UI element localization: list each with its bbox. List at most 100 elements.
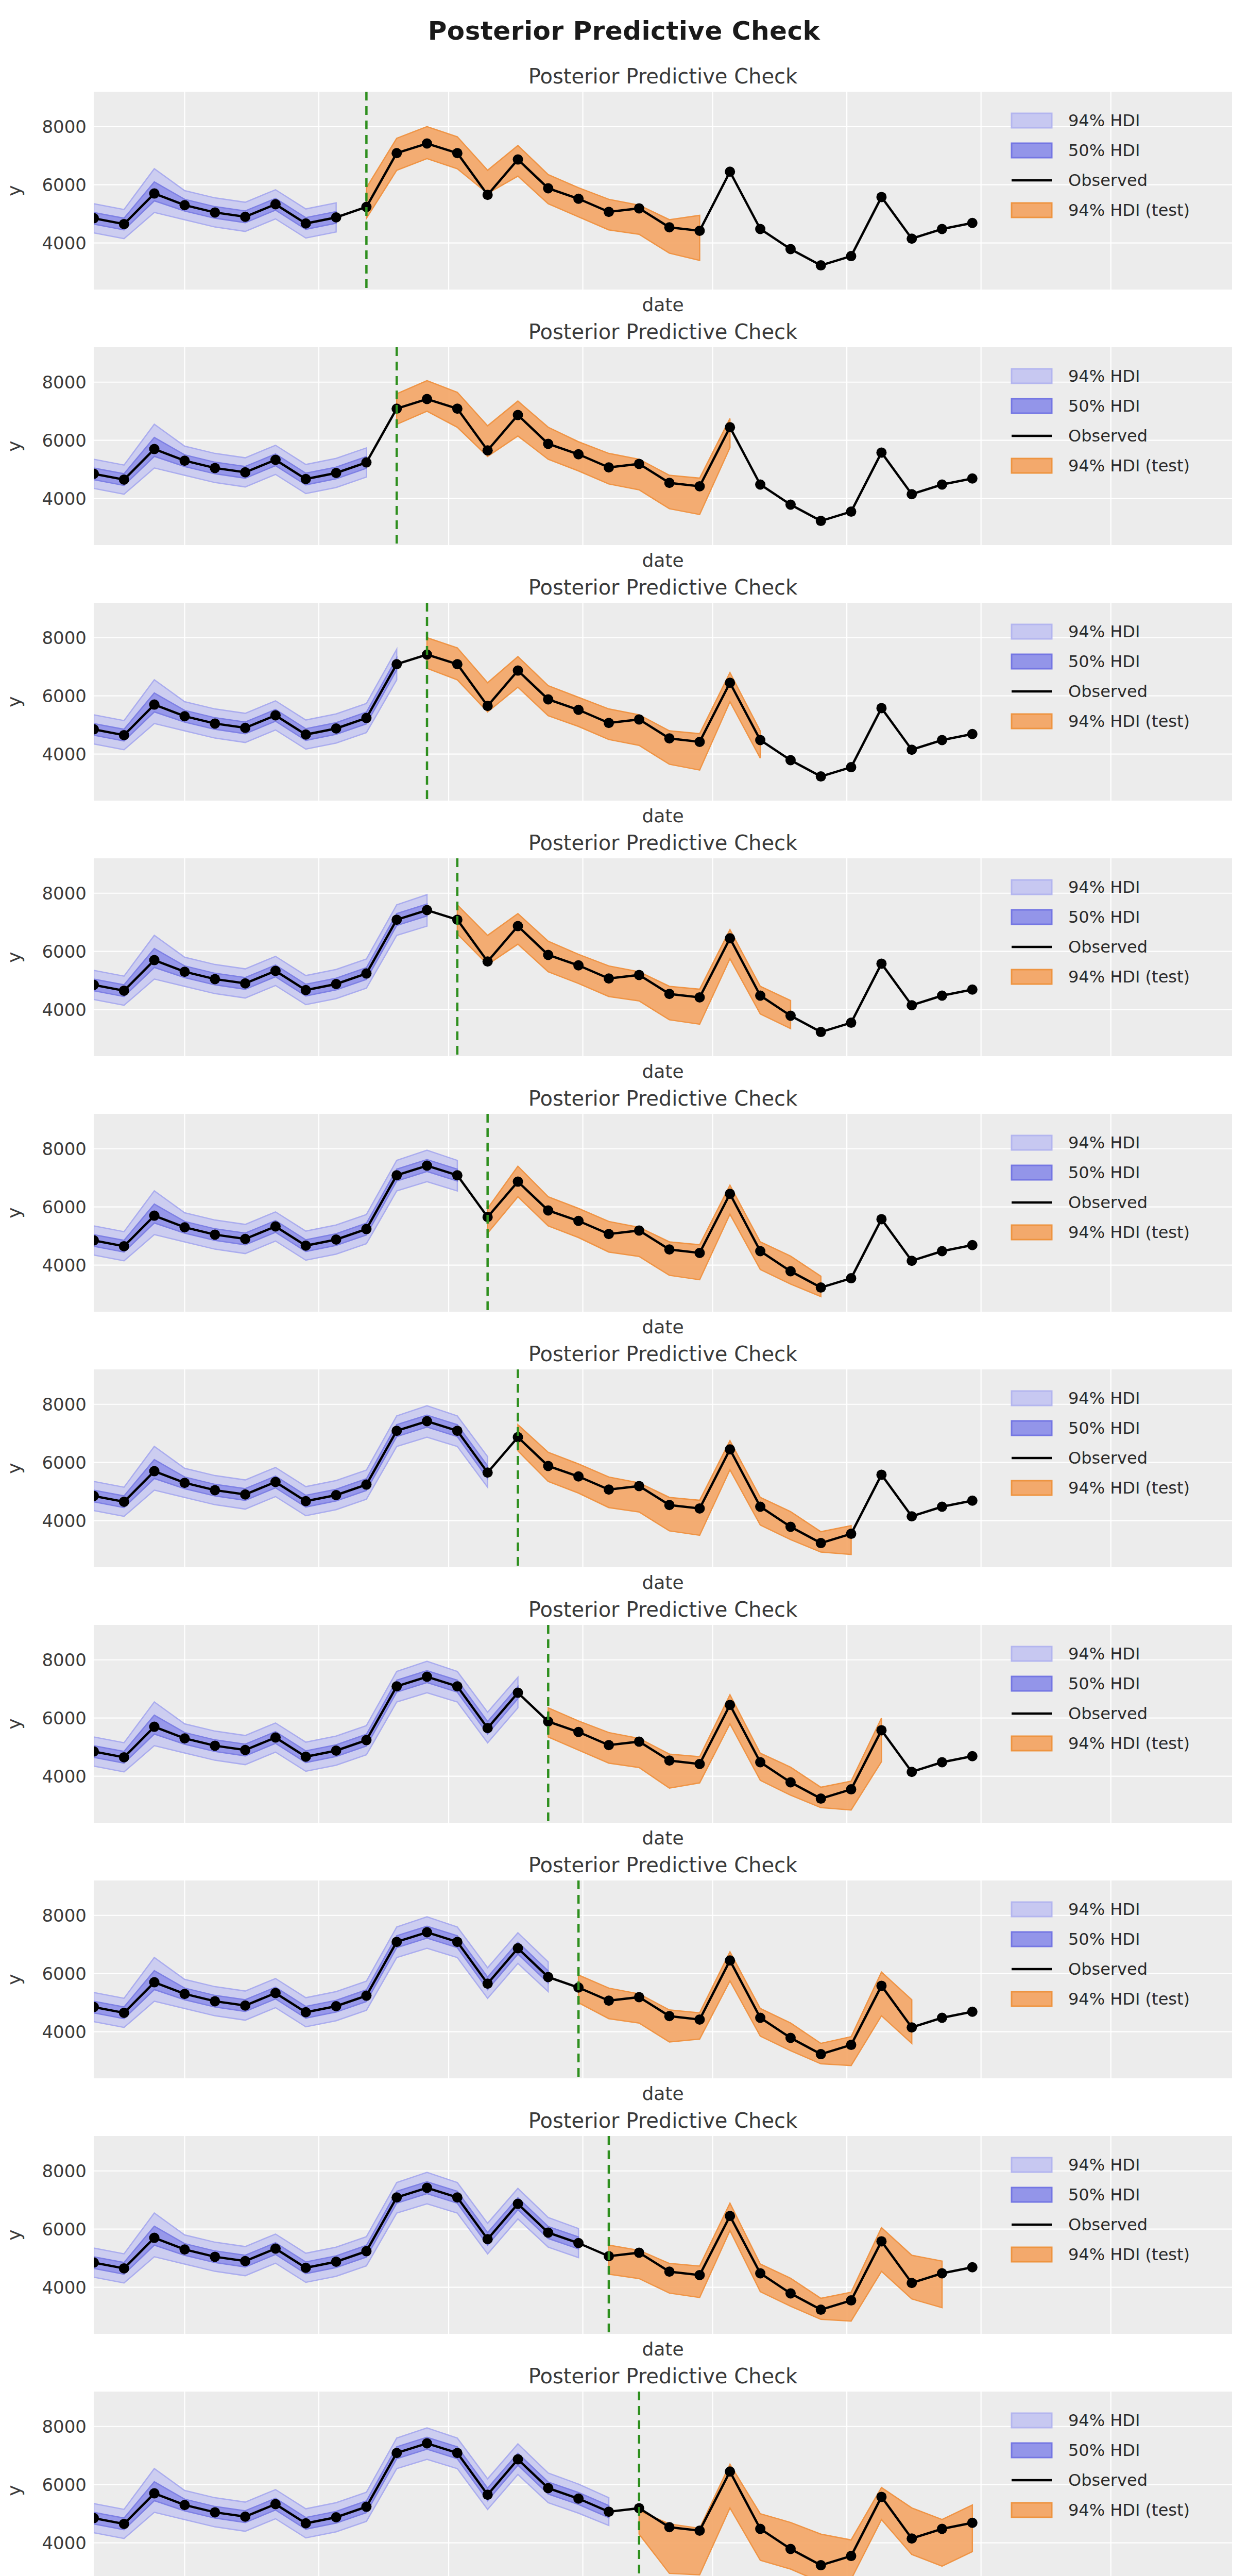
observed-point <box>816 2049 826 2059</box>
observed-point <box>240 1745 250 1755</box>
legend-swatch-0 <box>1012 1136 1052 1150</box>
observed-point <box>967 2518 978 2528</box>
legend-swatch-1 <box>1012 910 1052 924</box>
legend-swatch-3 <box>1012 970 1052 984</box>
observed-point <box>543 2228 553 2238</box>
legend-swatch-1 <box>1012 143 1052 158</box>
legend-swatch-3 <box>1012 2247 1052 2262</box>
subplot-stack: Posterior Predictive Check400060008000y9… <box>0 62 1248 2576</box>
observed-point <box>391 1937 402 1947</box>
observed-point <box>725 2211 735 2221</box>
observed-point <box>573 1471 584 1482</box>
plot-background <box>94 347 1232 545</box>
observed-point <box>331 2257 341 2267</box>
observed-point <box>937 1246 947 1257</box>
observed-point <box>785 2289 796 2299</box>
observed-point <box>270 455 281 465</box>
legend-label-0: 94% HDI <box>1068 1133 1140 1153</box>
observed-point <box>907 233 917 244</box>
observed-point <box>907 2533 917 2544</box>
observed-point <box>785 1522 796 1532</box>
plot-canvas: 400060008000y94% HDI50% HDIObserved94% H… <box>0 345 1248 547</box>
legend-swatch-3 <box>1012 1481 1052 1495</box>
observed-point <box>391 1681 402 1691</box>
observed-point <box>483 2489 493 2500</box>
legend-swatch-3 <box>1012 714 1052 728</box>
observed-point <box>816 2304 826 2315</box>
subplot-10: Posterior Predictive Check400060008000y2… <box>0 2362 1248 2576</box>
observed-point <box>119 219 129 229</box>
observed-point <box>634 2247 644 2258</box>
observed-point <box>846 2040 857 2050</box>
observed-point <box>543 1972 553 1982</box>
observed-point <box>816 260 826 270</box>
observed-point <box>119 474 129 485</box>
observed-point <box>634 1736 644 1747</box>
observed-point <box>270 2499 281 2510</box>
y-axis-label: y <box>4 1974 25 1985</box>
subplot-7: Posterior Predictive Check400060008000y9… <box>0 1595 1248 1851</box>
observed-point <box>634 714 644 724</box>
observed-point <box>937 2524 947 2534</box>
legend-label-2: Observed <box>1068 1704 1148 1723</box>
observed-point <box>270 199 281 210</box>
observed-point <box>180 1478 190 1488</box>
observed-point <box>89 1747 99 1757</box>
observed-point <box>664 478 675 488</box>
observed-point <box>301 730 311 740</box>
legend-label-1: 50% HDI <box>1068 141 1140 160</box>
observed-point <box>755 1246 765 1257</box>
subplot-title: Posterior Predictive Check <box>94 573 1232 601</box>
observed-point <box>634 1481 644 1491</box>
observed-point <box>573 2238 584 2248</box>
y-axis-label: y <box>4 185 25 196</box>
subplot-5: Posterior Predictive Check400060008000y9… <box>0 1084 1248 1340</box>
observed-point <box>240 2256 250 2266</box>
observed-point <box>331 979 341 989</box>
observed-point <box>634 1992 644 2002</box>
observed-point <box>604 2506 614 2517</box>
observed-point <box>725 166 735 177</box>
observed-point <box>89 213 99 224</box>
subplot-title: Posterior Predictive Check <box>94 828 1232 856</box>
observed-point <box>331 212 341 223</box>
observed-point <box>755 1502 765 1512</box>
legend-swatch-0 <box>1012 1647 1052 1661</box>
legend-swatch-0 <box>1012 1391 1052 1405</box>
observed-point <box>119 730 129 740</box>
observed-point <box>937 2013 947 2023</box>
y-tick-label: 8000 <box>42 883 87 904</box>
observed-point <box>543 694 553 705</box>
observed-point <box>725 1189 735 1199</box>
observed-point <box>361 1224 371 1234</box>
observed-point <box>240 2001 250 2011</box>
observed-point <box>967 1496 978 1506</box>
observed-point <box>816 771 826 782</box>
plot-background <box>94 1369 1232 1567</box>
observed-point <box>513 1177 523 1187</box>
observed-point <box>543 1206 553 1216</box>
y-tick-label: 8000 <box>42 2161 87 2181</box>
legend-swatch-3 <box>1012 1225 1052 1240</box>
legend-label-0: 94% HDI <box>1068 1900 1140 1919</box>
observed-point <box>210 1485 220 1495</box>
observed-point <box>664 1755 675 1766</box>
observed-point <box>755 1757 765 1768</box>
observed-point <box>725 1955 735 1965</box>
observed-point <box>240 2512 250 2522</box>
observed-point <box>180 2500 190 2510</box>
observed-point <box>422 2183 432 2193</box>
observed-point <box>634 203 644 213</box>
observed-point <box>391 659 402 669</box>
y-tick-label: 6000 <box>42 941 87 962</box>
observed-point <box>513 410 523 420</box>
subplot-title: Posterior Predictive Check <box>94 1084 1232 1112</box>
observed-point <box>422 394 432 404</box>
subplot-title: Posterior Predictive Check <box>94 317 1232 345</box>
plot-canvas: 400060008000y94% HDI50% HDIObserved94% H… <box>0 601 1248 803</box>
observed-point <box>876 958 886 969</box>
observed-point <box>361 969 371 979</box>
observed-point <box>513 666 523 676</box>
y-tick-label: 8000 <box>42 628 87 648</box>
legend-label-1: 50% HDI <box>1068 2441 1140 2460</box>
